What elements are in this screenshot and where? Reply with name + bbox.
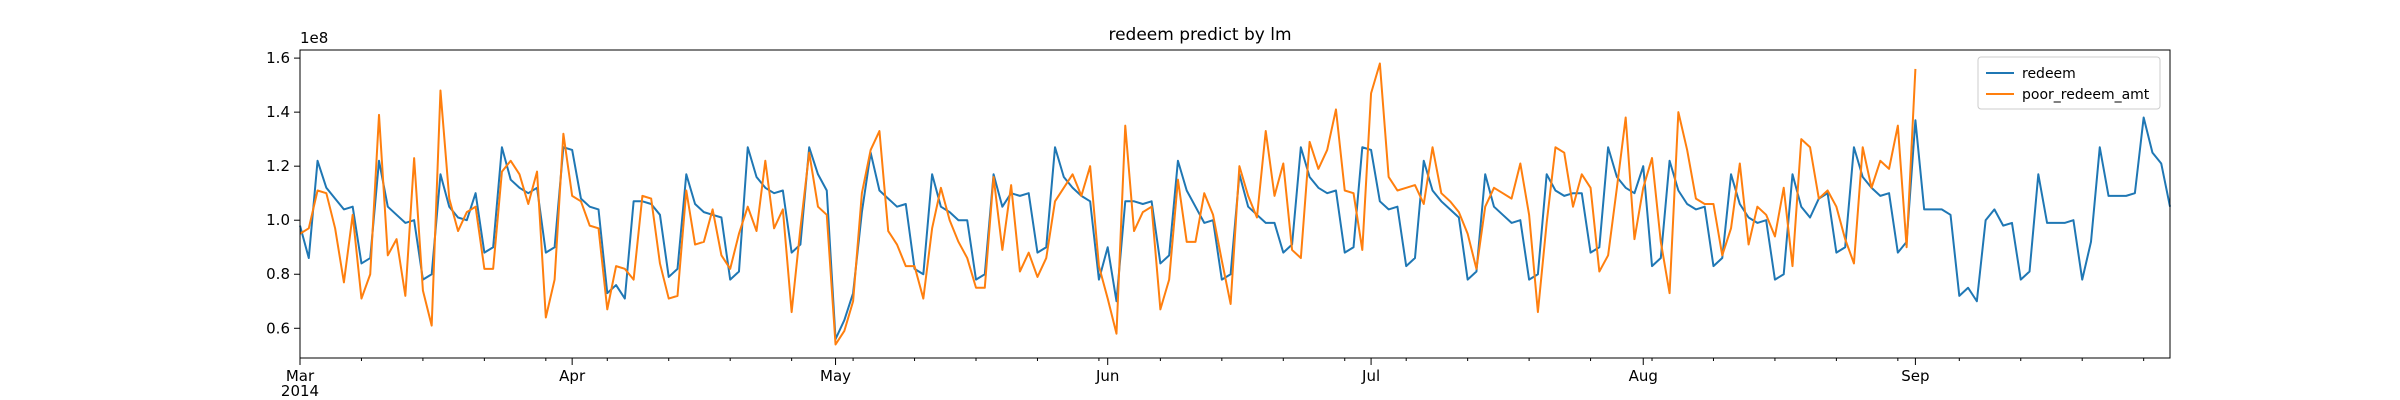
x-tick-label: Jul <box>1361 367 1380 385</box>
y-tick-label: 0.6 <box>266 319 290 337</box>
y-tick-label: 1.2 <box>266 157 290 175</box>
x-tick-label: Aug <box>1629 367 1658 385</box>
y-tick-label: 0.8 <box>266 265 290 283</box>
x-tick-label: Mar <box>286 367 315 385</box>
axes-frame <box>299 49 2171 359</box>
x-tick-label: Sep <box>1901 367 1929 385</box>
chart-title: redeem predict by lm <box>1108 25 1291 45</box>
series-line-poor-redeem-amt <box>299 62 1917 346</box>
y-tick-label: 1.6 <box>266 49 290 67</box>
x-tick-label: May <box>820 367 851 385</box>
x-tick-label: Apr <box>559 367 586 385</box>
y-tick-label: 1.0 <box>266 211 290 229</box>
legend-label-poor-redeem-amt: poor_redeem_amt <box>2022 87 2150 103</box>
y-tick-label: 1.4 <box>266 103 290 121</box>
legend-label-redeem: redeem <box>2022 66 2076 82</box>
y-offset-label: 1e8 <box>300 29 328 47</box>
legend-box <box>1977 56 2161 110</box>
legend: redeem poor_redeem_amt <box>1977 56 2161 110</box>
x-tick-label: Jun <box>1095 367 1119 385</box>
x-tick-sublabel: 2014 <box>281 382 319 400</box>
